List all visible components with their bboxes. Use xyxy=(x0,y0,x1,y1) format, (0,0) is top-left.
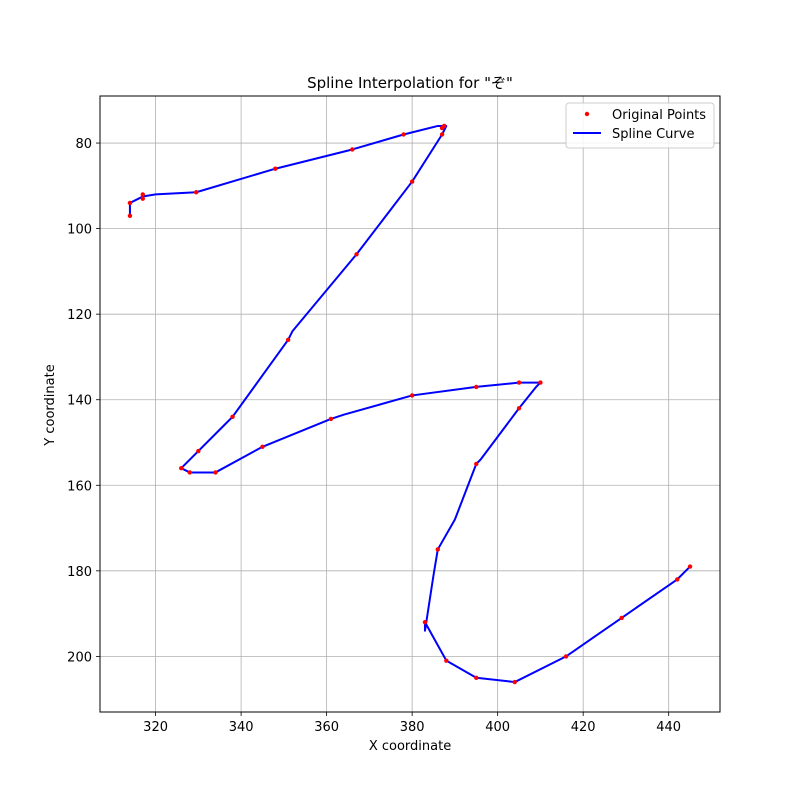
y-axis-ticks: 80 100 120 140 160 180 200 xyxy=(67,137,100,665)
original-point xyxy=(260,444,265,449)
x-tick-label: 440 xyxy=(656,720,681,735)
original-point xyxy=(435,547,440,552)
original-point xyxy=(196,448,201,454)
original-point xyxy=(140,192,145,197)
original-point xyxy=(273,166,278,171)
legend-label-original-points: Original Points xyxy=(612,108,706,123)
original-point xyxy=(409,179,415,184)
original-point xyxy=(127,213,133,218)
x-tick-label: 400 xyxy=(485,720,510,735)
original-point xyxy=(619,615,624,621)
original-point xyxy=(285,337,291,343)
original-point xyxy=(538,380,543,385)
legend-box xyxy=(565,102,715,149)
y-axis-label: Y coordinate xyxy=(43,364,58,446)
original-point xyxy=(422,619,428,625)
original-point xyxy=(187,470,192,475)
original-point xyxy=(563,654,569,659)
original-point xyxy=(409,393,415,398)
original-point xyxy=(512,679,517,685)
x-tick-label: 320 xyxy=(143,720,168,735)
legend: Original Points Spline Curve xyxy=(565,102,715,149)
original-point xyxy=(474,384,479,390)
y-tick-label: 140 xyxy=(67,394,92,409)
y-tick-label: 100 xyxy=(67,223,92,238)
original-point xyxy=(213,470,218,475)
original-point xyxy=(474,675,479,680)
original-point xyxy=(474,461,479,467)
original-point xyxy=(444,658,449,663)
plot-area-frame xyxy=(99,95,721,713)
series-layer xyxy=(127,123,693,685)
y-tick-label: 160 xyxy=(67,479,92,494)
original-point xyxy=(516,406,522,411)
original-point xyxy=(350,147,355,152)
original-point xyxy=(179,465,184,471)
spline-curve-line xyxy=(128,124,691,684)
y-tick-label: 200 xyxy=(67,650,92,665)
x-axis-label: X coordinate xyxy=(369,739,451,754)
original-point xyxy=(230,414,235,420)
original-point xyxy=(354,252,359,257)
original-point xyxy=(401,132,406,137)
legend-label-spline-curve: Spline Curve xyxy=(612,127,694,142)
original-point xyxy=(687,564,693,569)
x-tick-label: 360 xyxy=(314,720,339,735)
grid-lines xyxy=(100,96,720,712)
y-tick-label: 120 xyxy=(67,308,92,323)
y-tick-label: 180 xyxy=(67,565,92,580)
x-tick-label: 340 xyxy=(229,720,254,735)
original-point xyxy=(140,196,145,201)
original-point xyxy=(328,416,334,422)
original-point xyxy=(194,190,199,195)
y-tick-label: 80 xyxy=(75,137,92,152)
original-point xyxy=(442,123,447,129)
x-axis-ticks: 320 340 360 380 400 420 440 xyxy=(143,712,681,735)
original-point xyxy=(127,200,133,206)
original-point xyxy=(675,577,680,582)
x-tick-label: 420 xyxy=(571,720,596,735)
x-tick-label: 380 xyxy=(400,720,425,735)
original-point xyxy=(439,132,445,137)
legend-marker-original-points xyxy=(584,111,590,117)
original-point xyxy=(516,380,522,385)
chart-title: Spline Interpolation for "ぞ" xyxy=(307,74,513,92)
